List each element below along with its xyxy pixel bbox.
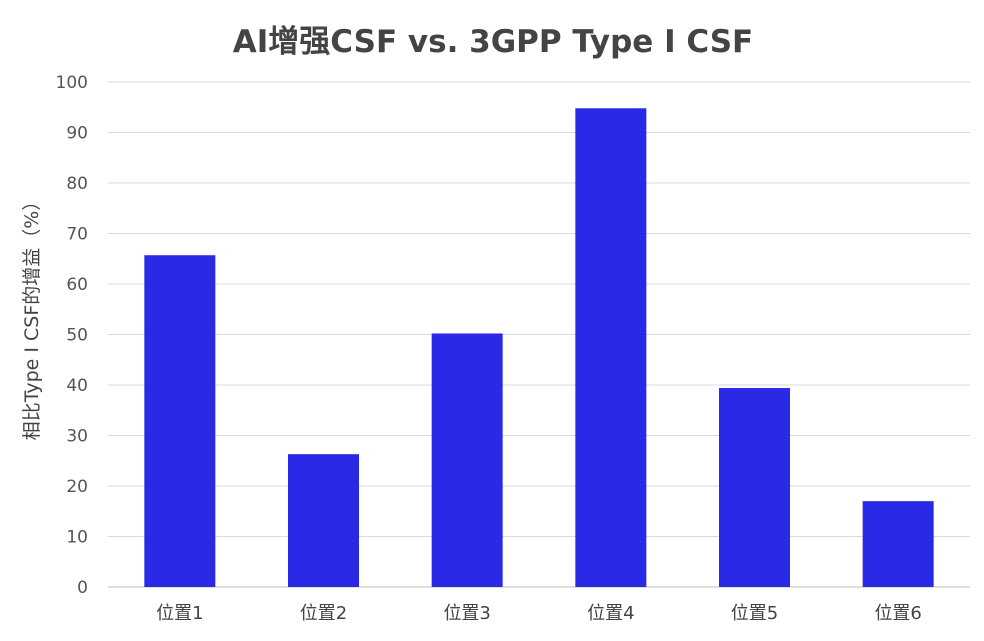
y-tick-label: 50 bbox=[66, 326, 88, 346]
bar-2 bbox=[288, 454, 359, 587]
x-category-label: 位置6 bbox=[874, 603, 921, 624]
x-axis-category-labels: 位置1 位置2 位置3 位置4 位置5 位置6 bbox=[156, 603, 922, 624]
x-category-label: 位置2 bbox=[300, 603, 347, 624]
bar-5 bbox=[719, 388, 790, 587]
gridlines bbox=[108, 81, 970, 588]
x-category-label: 位置4 bbox=[587, 603, 634, 624]
y-tick-label: 60 bbox=[66, 275, 88, 295]
chart-title: AI增强CSF vs. 3GPP Type I CSF bbox=[233, 24, 753, 60]
x-category-label: 位置1 bbox=[156, 603, 203, 624]
bars bbox=[144, 108, 934, 587]
y-tick-label: 70 bbox=[66, 225, 88, 245]
bar-6 bbox=[862, 501, 934, 587]
bar-1 bbox=[144, 255, 216, 587]
bar-3 bbox=[431, 333, 503, 587]
x-category-label: 位置3 bbox=[443, 603, 490, 624]
x-category-label: 位置5 bbox=[731, 603, 778, 624]
y-tick-label: 100 bbox=[56, 73, 88, 93]
y-tick-label: 90 bbox=[66, 124, 88, 144]
bar-4 bbox=[575, 108, 647, 587]
y-axis-tick-labels: 0 10 20 30 40 50 60 70 80 90 100 bbox=[56, 73, 88, 598]
y-axis-title: 相比Type I CSF的增益（%） bbox=[21, 192, 43, 441]
y-tick-label: 0 bbox=[77, 578, 88, 598]
y-tick-label: 80 bbox=[66, 174, 88, 194]
y-tick-label: 40 bbox=[66, 376, 88, 396]
y-tick-label: 20 bbox=[66, 477, 88, 497]
y-tick-label: 30 bbox=[66, 427, 88, 447]
y-tick-label: 10 bbox=[66, 528, 88, 548]
